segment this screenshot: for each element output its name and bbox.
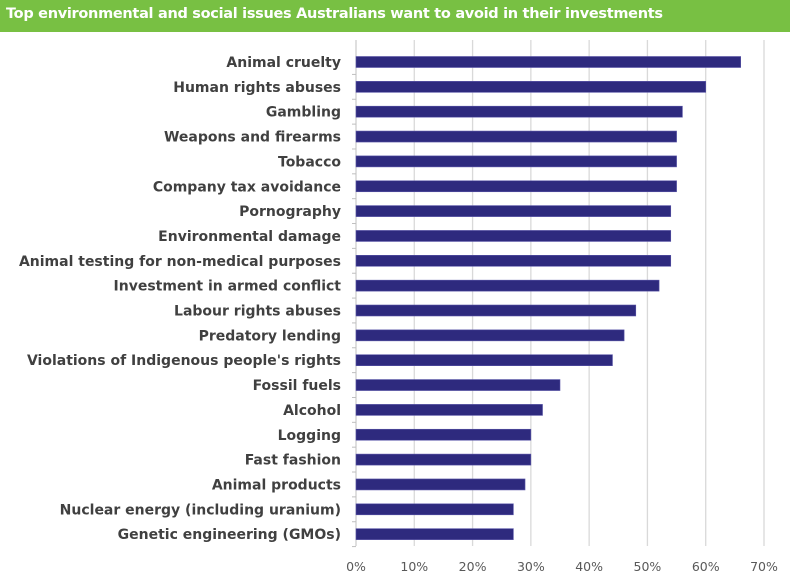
category-label: Pornography (239, 204, 341, 220)
category-label: Genetic engineering (GMOs) (118, 527, 341, 543)
x-tick-label: 30% (517, 559, 545, 574)
bar (355, 105, 683, 118)
x-tick-label: 0% (346, 559, 366, 574)
category-label: Nuclear energy (including uranium) (60, 502, 341, 518)
bar (355, 205, 672, 217)
category-label: Violations of Indigenous people's rights (27, 353, 341, 369)
category-label: Labour rights abuses (174, 304, 341, 320)
bar (355, 56, 741, 68)
bar (355, 528, 514, 540)
category-label: Animal products (212, 477, 341, 493)
category-label: Animal cruelty (226, 55, 341, 71)
category-label: Logging (278, 428, 341, 444)
x-tick-label: 10% (400, 559, 428, 574)
x-tick-label: 40% (575, 559, 603, 574)
category-label: Company tax avoidance (153, 179, 341, 195)
category-label: Human rights abuses (173, 80, 341, 96)
bar (355, 453, 532, 466)
bar (355, 255, 672, 267)
bar (355, 230, 672, 242)
bar (355, 155, 677, 168)
x-tick-label: 50% (634, 559, 662, 574)
bar (355, 354, 613, 367)
category-label: Fossil fuels (253, 378, 341, 394)
category-label: Gambling (266, 105, 341, 121)
bar (355, 428, 532, 441)
bar (355, 180, 677, 193)
category-label: Predatory lending (199, 328, 341, 344)
bar (355, 81, 707, 93)
category-label: Environmental damage (158, 229, 341, 245)
category-label: Fast fashion (245, 453, 341, 469)
category-label: Investment in armed conflict (114, 279, 342, 295)
category-label: Tobacco (278, 154, 341, 170)
x-tick-label: 70% (750, 559, 778, 574)
bar (355, 279, 660, 292)
category-label: Alcohol (283, 403, 341, 419)
title-bar: Top environmental and social issues Aust… (0, 0, 790, 32)
bar (355, 503, 514, 516)
bar (355, 404, 543, 416)
chart-title: Top environmental and social issues Aust… (6, 6, 663, 22)
x-tick-label: 60% (692, 559, 720, 574)
bar (355, 329, 625, 342)
x-tick-label: 20% (459, 559, 487, 574)
bar (355, 478, 526, 491)
bar (355, 379, 561, 391)
category-label: Animal testing for non-medical purposes (19, 254, 341, 270)
bar (355, 304, 637, 317)
bar (355, 130, 677, 143)
category-label: Weapons and firearms (164, 130, 341, 146)
